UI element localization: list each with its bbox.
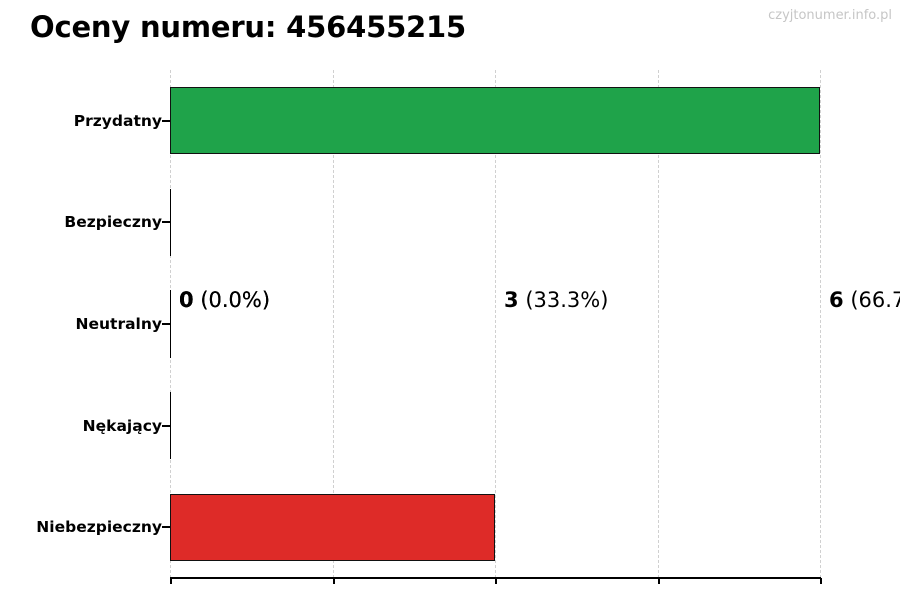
bar-percent: (0.0%) xyxy=(200,288,271,312)
bar-value-label: 0 (0.0%) xyxy=(179,288,270,312)
y-tick xyxy=(162,424,170,427)
y-tick xyxy=(162,526,170,529)
y-tick xyxy=(162,119,170,122)
bar-percent: (66.7%) xyxy=(850,288,900,312)
bar-row[interactable]: Przydatny xyxy=(0,70,900,172)
gridline-2 xyxy=(495,70,496,578)
bar-niebezpieczny[interactable] xyxy=(170,493,495,561)
category-label: Nękający xyxy=(82,416,162,435)
x-tick-4 xyxy=(820,578,822,584)
bar-percent: (33.3%) xyxy=(525,288,609,312)
bar-count: 0 xyxy=(179,288,194,312)
site-watermark: czyjtonumer.info.pl xyxy=(768,8,892,23)
gridline-1 xyxy=(332,70,334,578)
x-tick-3 xyxy=(657,578,660,584)
x-tick-1 xyxy=(332,578,335,584)
bar-value-label: 6 (66.7%) xyxy=(829,288,900,312)
category-label: Przydatny xyxy=(73,111,162,130)
page-title: Oceny numeru: 456455215 xyxy=(30,10,466,44)
bar-row[interactable]: Nękający xyxy=(0,375,900,477)
category-label: Niebezpieczny xyxy=(36,518,162,537)
bar-percent: (0.0%) xyxy=(200,288,271,312)
bar-count: 6 xyxy=(829,288,844,312)
bar-bezpieczny[interactable] xyxy=(170,188,171,256)
bar-percent: (0.0%) xyxy=(200,288,271,312)
category-label: Bezpieczny xyxy=(64,213,162,232)
y-tick xyxy=(162,322,170,325)
bar-row[interactable]: Neutralny xyxy=(0,273,900,375)
category-label: Neutralny xyxy=(75,314,162,333)
gridline-4 xyxy=(820,70,821,578)
bar-value-label: 0 (0.0%) xyxy=(179,288,270,312)
bar-row[interactable]: Bezpieczny xyxy=(0,172,900,274)
bar-count: 3 xyxy=(504,288,519,312)
bar-value-label: 3 (33.3%) xyxy=(504,288,608,312)
y-tick xyxy=(162,221,170,224)
x-tick-0 xyxy=(170,578,172,584)
gridline-3 xyxy=(657,70,659,578)
bar-neutralny[interactable] xyxy=(170,290,171,358)
bar-value-label: 0 (0.0%) xyxy=(179,288,270,312)
bar-nękający[interactable] xyxy=(170,392,171,460)
bar-row[interactable]: Niebezpieczny xyxy=(0,476,900,578)
bar-przydatny[interactable] xyxy=(170,87,820,155)
bar-count: 0 xyxy=(179,288,194,312)
bar-count: 0 xyxy=(179,288,194,312)
x-tick-2 xyxy=(495,578,497,584)
